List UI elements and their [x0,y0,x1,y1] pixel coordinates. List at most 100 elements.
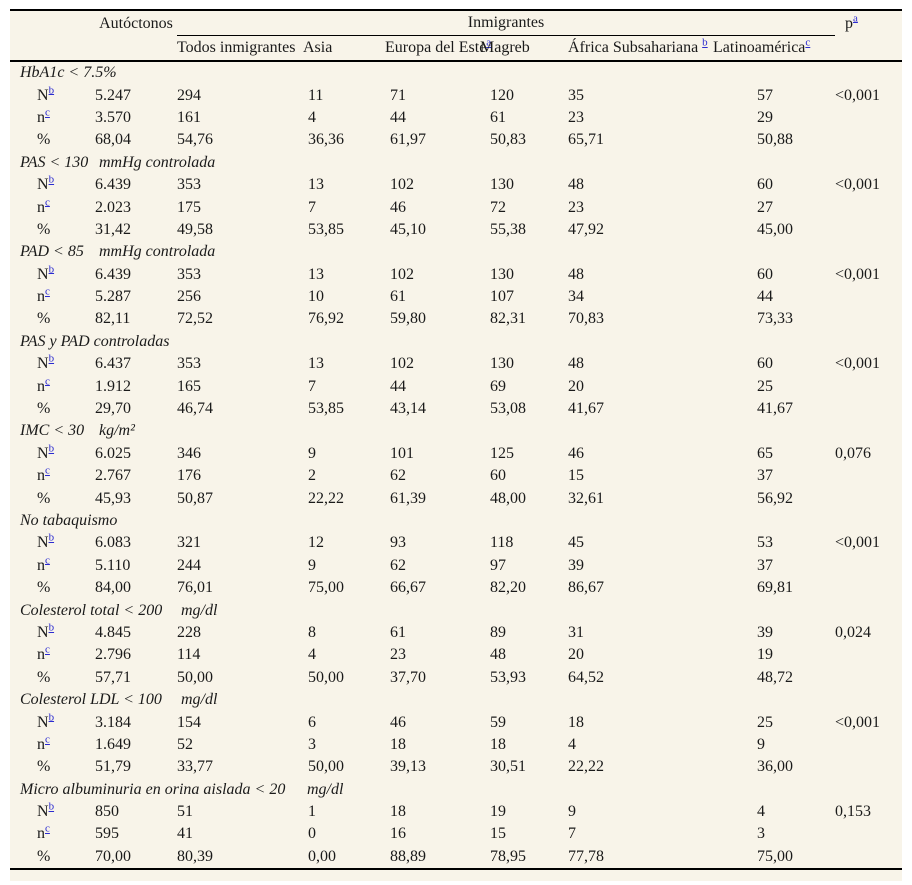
cell-value: 57,71 [95,668,131,686]
footnote-link-c[interactable]: c [45,196,50,209]
cell-value: 86,67 [568,579,604,597]
data-row-N: Nb 6.025 346 9 101 125 46 65 0,076 [10,443,902,465]
footnote-link-b[interactable]: b [48,800,55,813]
cell-value: 7 [308,377,316,395]
section-row: IMC < 30 kg/m² [10,420,902,442]
section-row: Micro albuminuria en orina aislada < 20 m… [10,779,902,801]
footnote-link-b[interactable]: b [48,84,55,97]
footnote-link-c[interactable]: c [45,644,50,657]
cell-value: 64,52 [568,668,604,686]
cell-value: 125 [490,444,514,462]
cell-p-value: 0,076 [835,444,872,462]
cell-p-value [835,286,902,308]
footnote-link-b[interactable]: b [48,352,55,365]
cell-value: 73,33 [757,310,793,328]
data-row-n: nc 1.649 52 3 18 18 4 9 [10,734,902,756]
row-label: nc [37,823,50,843]
cell-value: 48 [490,646,506,664]
footnote-link-b[interactable]: b [48,621,55,634]
cell-value: 50,00 [177,668,213,686]
cell-value: 51 [177,803,193,821]
data-row-n: nc 2.796 114 4 23 48 20 19 [10,644,902,666]
row-label: Nb [37,800,55,821]
row-label: Nb [37,173,55,194]
cell-value: 22,22 [308,489,344,507]
footnote-link-b[interactable]: b [48,263,55,276]
cell-value: 31 [568,623,584,641]
data-row-n: nc 3.570 161 4 44 61 23 29 [10,107,902,129]
cell-value: 88,89 [390,847,426,865]
cell-value: 7 [568,825,576,843]
cell-value: 82,31 [490,310,526,328]
footnote-link-a-icon[interactable]: a [853,12,858,25]
row-label: % [37,847,51,865]
footnote-link-b[interactable]: b [702,36,708,49]
cell-p-value [835,398,902,420]
header-spacer [835,35,903,62]
section-units: kg/m² [99,422,135,440]
cell-p-value: <0,001 [835,534,881,552]
cell-value: 2.023 [95,198,131,216]
cell-value: 53,85 [308,220,344,238]
cell-value: 41,67 [757,400,793,418]
cell-value: 37,70 [390,668,426,686]
cell-value: 57 [757,86,773,104]
cell-value: 107 [490,288,514,306]
cell-value: 3.570 [95,108,131,126]
subheader-europa-del-este: Europa del Estea [385,35,491,62]
cell-p-value [835,107,902,129]
footnote-link-c[interactable]: c [45,375,50,388]
cell-value: 6.437 [95,355,131,373]
cell-p-value [835,644,902,666]
cell-value: 23 [390,646,406,664]
footnote-link-c[interactable]: c [805,36,811,49]
footnote-link-b[interactable]: b [48,442,55,455]
footnote-link-c[interactable]: c [45,106,50,119]
cell-value: 62 [390,556,406,574]
data-row-pct: % 84,00 76,01 75,00 66,67 82,20 86,67 69,81 [10,577,902,599]
cell-value: 130 [490,355,514,373]
row-label: nc [37,644,50,664]
cell-value: 346 [177,444,201,462]
footnote-link-c[interactable]: c [45,285,50,298]
footnote-link-c[interactable]: c [45,554,50,567]
footnote-link-c[interactable]: c [45,464,50,477]
cell-value: 4.845 [95,623,131,641]
section-title: PAS y PAD controladas [20,332,170,350]
footnote-link-b[interactable]: b [48,173,55,186]
subheader-asia: Asia [303,35,385,62]
cell-value: 4 [308,108,316,126]
cell-value: 353 [177,176,201,194]
cell-value: 353 [177,265,201,283]
cell-value: 25 [757,377,773,395]
cell-value: 71 [390,86,406,104]
cell-value: 102 [390,265,414,283]
footnote-link-c[interactable]: c [45,733,50,746]
cell-value: 13 [308,355,324,373]
cell-value: 60 [757,265,773,283]
footnote-link-c[interactable]: c [45,823,50,836]
cell-value: 65,71 [568,131,604,149]
section-row: Colesterol total < 200 mg/dl [10,599,902,621]
subheader-africa-subsahariana: África Subsahariana b [568,35,713,62]
cell-value: 72,52 [177,310,213,328]
section-title: HbA1c < 7.5% [20,64,117,82]
cell-value: 6.439 [95,176,131,194]
row-label: Nb [37,442,55,462]
cell-value: 69 [490,377,506,395]
cell-value: 45 [568,534,584,552]
cell-value: 5.247 [95,86,131,104]
cell-value: 59 [490,713,506,731]
table-sheet: Autóctonos Inmigrantes pa Todos inmigran… [10,9,903,882]
section-title: Colesterol LDL < 100 [20,691,162,709]
row-label: % [37,668,51,686]
cell-value: 850 [95,803,119,821]
row-label: % [37,579,51,597]
cell-value: 29,70 [95,400,131,418]
cell-value: 89 [490,623,506,641]
cell-value: 70,00 [95,847,131,865]
footnote-link-b[interactable]: b [48,532,55,545]
cell-value: 45,10 [390,220,426,238]
footnote-link-b[interactable]: b [48,711,55,724]
